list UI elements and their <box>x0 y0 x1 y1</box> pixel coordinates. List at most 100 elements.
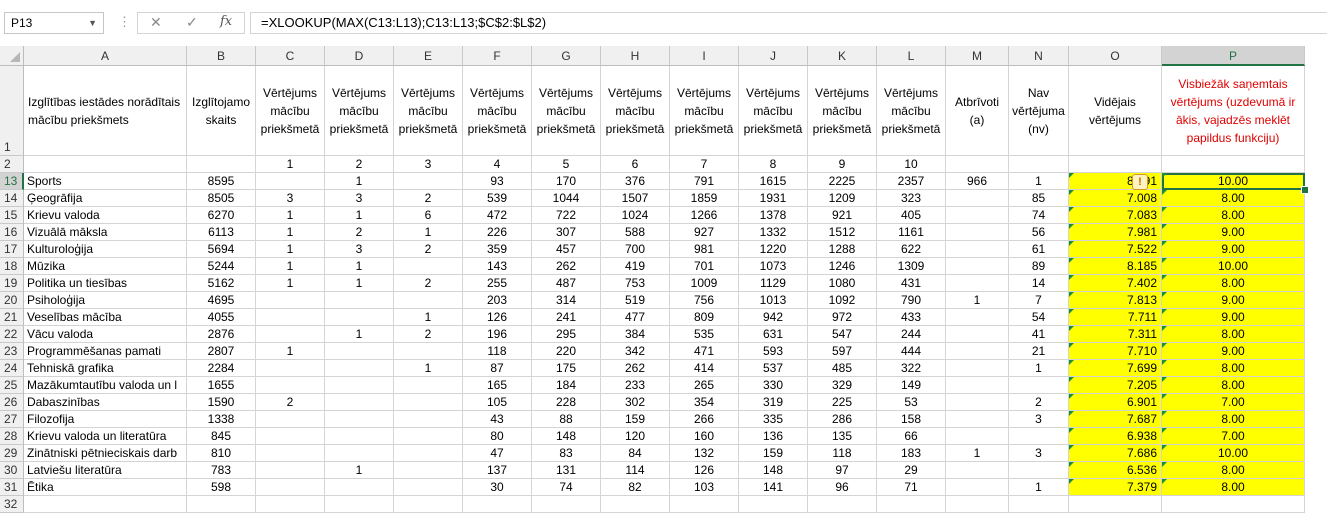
average-cell-19[interactable]: 7.402 <box>1069 275 1162 292</box>
column-header-o[interactable]: O <box>1069 46 1162 66</box>
cell-c20[interactable] <box>256 292 325 309</box>
cell-b25[interactable]: 1655 <box>187 377 256 394</box>
cell-g27[interactable]: 88 <box>532 411 601 428</box>
cell-e30[interactable] <box>394 462 463 479</box>
cell-d26[interactable] <box>325 394 394 411</box>
grade-number-3[interactable]: 3 <box>394 156 463 173</box>
cell-k26[interactable]: 225 <box>808 394 877 411</box>
cell-g18[interactable]: 262 <box>532 258 601 275</box>
cell-e21[interactable]: 1 <box>394 309 463 326</box>
cell-j20[interactable]: 1013 <box>739 292 808 309</box>
cell-m14[interactable] <box>946 190 1009 207</box>
cell-m18[interactable] <box>946 258 1009 275</box>
cell-k14[interactable]: 1209 <box>808 190 877 207</box>
cell-e32[interactable] <box>394 496 463 513</box>
grade-number-2[interactable]: 2 <box>325 156 394 173</box>
cell-l21[interactable]: 433 <box>877 309 946 326</box>
column-header-e[interactable]: E <box>394 46 463 66</box>
cell-g25[interactable]: 184 <box>532 377 601 394</box>
row-header-25[interactable]: 25 <box>0 377 24 394</box>
cell-c17[interactable]: 1 <box>256 241 325 258</box>
cell-m27[interactable] <box>946 411 1009 428</box>
cell-m23[interactable] <box>946 343 1009 360</box>
cell-e13[interactable] <box>394 173 463 190</box>
subject-cell-18[interactable]: Mūzika <box>24 258 187 275</box>
cell-l22[interactable]: 244 <box>877 326 946 343</box>
mode-cell-22[interactable]: 8.00 <box>1162 326 1305 343</box>
cell-n23[interactable]: 21 <box>1009 343 1069 360</box>
cell-l15[interactable]: 405 <box>877 207 946 224</box>
subject-cell-21[interactable]: Veselības mācība <box>24 309 187 326</box>
cell-h17[interactable]: 700 <box>601 241 670 258</box>
cell-e26[interactable] <box>394 394 463 411</box>
row-header-23[interactable]: 23 <box>0 343 24 360</box>
cell-h13[interactable]: 376 <box>601 173 670 190</box>
mode-cell-15[interactable]: 8.00 <box>1162 207 1305 224</box>
cell-d32[interactable] <box>325 496 394 513</box>
cell-g31[interactable]: 74 <box>532 479 601 496</box>
cell-e16[interactable]: 1 <box>394 224 463 241</box>
cell-k23[interactable]: 597 <box>808 343 877 360</box>
cell-j21[interactable]: 942 <box>739 309 808 326</box>
cell-c22[interactable] <box>256 326 325 343</box>
cell-n2[interactable] <box>1009 156 1069 173</box>
column-header-m[interactable]: M <box>946 46 1009 66</box>
cell-b2[interactable] <box>187 156 256 173</box>
cell-h21[interactable]: 477 <box>601 309 670 326</box>
cell-g15[interactable]: 722 <box>532 207 601 224</box>
average-cell-16[interactable]: 7.981 <box>1069 224 1162 241</box>
average-cell-29[interactable]: 7.686 <box>1069 445 1162 462</box>
cell-d19[interactable]: 1 <box>325 275 394 292</box>
cell-e22[interactable]: 2 <box>394 326 463 343</box>
subject-cell-19[interactable]: Politika un tiesības <box>24 275 187 292</box>
cell-b13[interactable]: 8595 <box>187 173 256 190</box>
row-header-15[interactable]: 15 <box>0 207 24 224</box>
cell-l27[interactable]: 158 <box>877 411 946 428</box>
header-cell-o[interactable]: Vidējais vērtējums <box>1069 66 1162 156</box>
mode-cell-19[interactable]: 8.00 <box>1162 275 1305 292</box>
cell-m24[interactable] <box>946 360 1009 377</box>
cell-c29[interactable] <box>256 445 325 462</box>
cell-g21[interactable]: 241 <box>532 309 601 326</box>
cell-f26[interactable]: 105 <box>463 394 532 411</box>
cell-n22[interactable]: 41 <box>1009 326 1069 343</box>
cell-n25[interactable] <box>1009 377 1069 394</box>
header-cell-p[interactable]: Visbiežāk saņemtais vērtējums (uzdevumā … <box>1162 66 1305 156</box>
cell-c21[interactable] <box>256 309 325 326</box>
mode-cell-14[interactable]: 8.00 <box>1162 190 1305 207</box>
cell-f14[interactable]: 539 <box>463 190 532 207</box>
cell-m22[interactable] <box>946 326 1009 343</box>
column-header-a[interactable]: A <box>24 46 187 66</box>
cell-j14[interactable]: 1931 <box>739 190 808 207</box>
cell-j17[interactable]: 1220 <box>739 241 808 258</box>
cell-i18[interactable]: 701 <box>670 258 739 275</box>
header-cell-k[interactable]: Vērtējums mācību priekšmetā <box>808 66 877 156</box>
mode-cell-17[interactable]: 9.00 <box>1162 241 1305 258</box>
cell-c25[interactable] <box>256 377 325 394</box>
subject-cell-17[interactable]: Kulturoloģija <box>24 241 187 258</box>
header-cell-d[interactable]: Vērtējums mācību priekšmetā <box>325 66 394 156</box>
chevron-down-icon[interactable]: ▼ <box>88 18 97 28</box>
cell-f24[interactable]: 87 <box>463 360 532 377</box>
cell-i17[interactable]: 981 <box>670 241 739 258</box>
row-header-17[interactable]: 17 <box>0 241 24 258</box>
subject-cell-28[interactable]: Krievu valoda un literatūra <box>24 428 187 445</box>
cell-f27[interactable]: 43 <box>463 411 532 428</box>
mode-cell-31[interactable]: 8.00 <box>1162 479 1305 496</box>
row-header-21[interactable]: 21 <box>0 309 24 326</box>
cell-e18[interactable] <box>394 258 463 275</box>
cell-k20[interactable]: 1092 <box>808 292 877 309</box>
average-cell-23[interactable]: 7.710 <box>1069 343 1162 360</box>
column-header-k[interactable]: K <box>808 46 877 66</box>
cell-i23[interactable]: 471 <box>670 343 739 360</box>
cell-b24[interactable]: 2284 <box>187 360 256 377</box>
average-cell-24[interactable]: 7.699 <box>1069 360 1162 377</box>
cell-p32[interactable] <box>1162 496 1305 513</box>
column-header-l[interactable]: L <box>877 46 946 66</box>
cell-c23[interactable]: 1 <box>256 343 325 360</box>
subject-cell-15[interactable]: Krievu valoda <box>24 207 187 224</box>
column-header-p[interactable]: P <box>1162 46 1305 66</box>
cell-i26[interactable]: 354 <box>670 394 739 411</box>
column-header-d[interactable]: D <box>325 46 394 66</box>
cell-e20[interactable] <box>394 292 463 309</box>
